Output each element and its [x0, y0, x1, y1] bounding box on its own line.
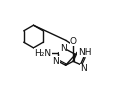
Text: N: N: [52, 57, 59, 66]
Text: N: N: [60, 44, 66, 53]
Text: NH: NH: [78, 48, 91, 57]
Text: O: O: [70, 37, 77, 46]
Text: N: N: [80, 64, 87, 73]
Text: H₂N: H₂N: [34, 49, 51, 58]
